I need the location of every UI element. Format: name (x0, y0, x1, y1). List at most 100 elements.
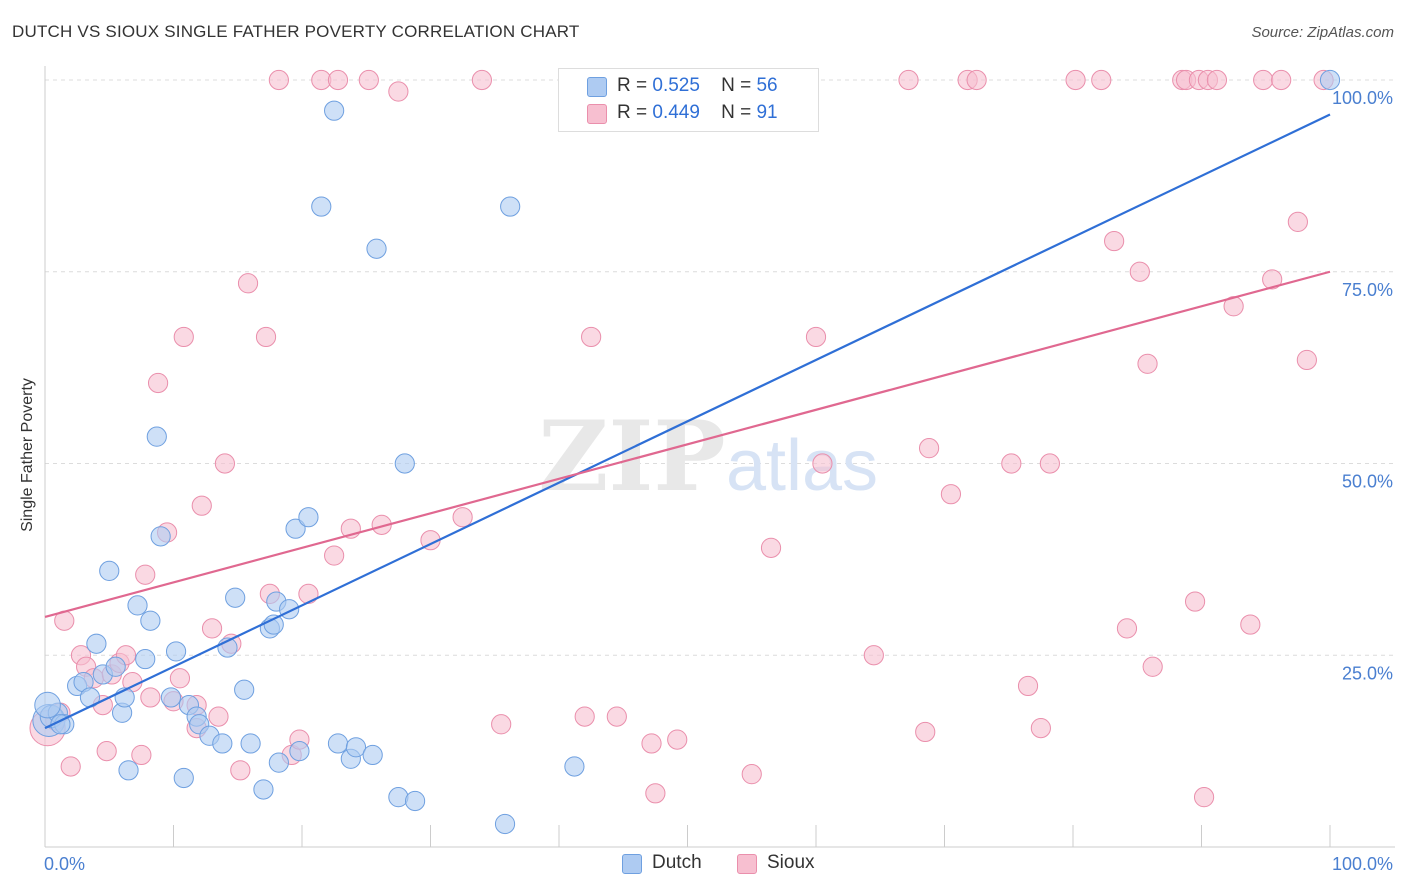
dutch-point (240, 733, 261, 754)
sioux-point (452, 507, 473, 528)
sioux-point (1030, 718, 1051, 739)
watermark: ZIP atlas (538, 400, 878, 513)
sioux-point (491, 714, 512, 735)
sioux-point (173, 326, 194, 348)
dutch-point (173, 767, 194, 789)
sioux-point (1184, 591, 1206, 612)
dutch-point (212, 733, 233, 754)
dutch-legend-label: Dutch (652, 852, 702, 873)
dutch-point (140, 610, 161, 631)
dutch-point (404, 790, 426, 812)
sioux-point (1142, 656, 1163, 677)
dutch-point (127, 595, 148, 616)
y-axis-label: Single Father Poverty (19, 378, 36, 532)
sioux-point (324, 545, 345, 566)
sioux-point (606, 706, 627, 727)
sioux-point (1039, 453, 1060, 474)
dutch-point (564, 756, 585, 777)
sioux-point (581, 326, 602, 348)
sioux-swatch (587, 104, 607, 124)
dutch-point (150, 526, 171, 547)
sioux-point (805, 326, 827, 348)
sioux-point (201, 618, 223, 639)
dutch-point (388, 787, 409, 808)
sioux-point (1104, 230, 1125, 252)
dutch-point (285, 518, 306, 539)
dutch-point (86, 633, 107, 654)
sioux-point (147, 372, 169, 394)
dutch-point (366, 238, 387, 259)
sioux-point (1137, 353, 1158, 374)
sioux-point (214, 453, 235, 474)
sioux-point (1091, 69, 1112, 91)
watermark-atlas: atlas (726, 426, 878, 506)
dutch-points (32, 69, 1341, 835)
sioux-point (1116, 618, 1138, 639)
sioux-point (641, 733, 662, 754)
sioux-point (898, 69, 919, 91)
sioux-point (131, 744, 152, 766)
sioux-point (1001, 453, 1022, 474)
sioux-point (96, 741, 117, 762)
sioux-point (60, 756, 81, 777)
dutch-point (345, 737, 367, 758)
sioux-r-label: R = (617, 102, 648, 123)
sioux-point (940, 484, 962, 505)
y-tick-label-2: 50.0% (1342, 472, 1393, 492)
dutch-point (165, 641, 187, 662)
sioux-point (1271, 69, 1292, 91)
sioux-point (915, 721, 936, 743)
dutch-point (253, 779, 274, 800)
trend-lines (44, 113, 1331, 730)
sioux-point (169, 668, 191, 689)
sioux-point (135, 564, 156, 585)
dutch-point (327, 733, 349, 754)
sioux-point (1065, 69, 1086, 91)
y-tick-label-1: 75.0% (1342, 280, 1393, 300)
x-tick-label-0: 0.0% (44, 854, 85, 874)
gridlines (45, 79, 1395, 656)
dutch-point (394, 453, 415, 474)
dutch-n-label: N = (721, 75, 752, 96)
sioux-point (327, 69, 349, 91)
sioux-point (237, 273, 259, 294)
dutch-point (99, 560, 120, 581)
sioux-legend-swatch (737, 854, 757, 874)
sioux-point (1296, 349, 1317, 371)
sioux-point (191, 495, 212, 516)
sioux-point (208, 706, 229, 727)
sioux-point (918, 438, 940, 459)
stats-legend: R = 0.525 N = 56 R = 0.449 N = 91 (558, 68, 819, 132)
dutch-n-value: 56 (756, 75, 778, 96)
dutch-swatch (587, 77, 607, 97)
sioux-point (298, 583, 319, 604)
dutch-point (298, 507, 319, 528)
dutch-r-value: 0.525 (652, 75, 700, 96)
sioux-point (358, 69, 379, 91)
dutch-point (160, 687, 182, 708)
sioux-n-label: N = (721, 102, 752, 123)
sioux-point (268, 69, 289, 91)
dutch-point (135, 648, 156, 670)
dutch-legend-swatch (622, 854, 642, 874)
source-credit: Source: ZipAtlas.com (1251, 24, 1394, 41)
dutch-point (268, 752, 289, 773)
sioux-point (760, 537, 782, 558)
sioux-point (667, 729, 688, 750)
sioux-point (1262, 269, 1283, 290)
dutch-point (494, 813, 516, 835)
sioux-point (645, 783, 666, 804)
sioux-point (1253, 69, 1274, 91)
sioux-point (255, 326, 277, 348)
dutch-point (1319, 69, 1341, 91)
dutch-point (34, 691, 61, 719)
dutch-point (146, 426, 167, 447)
sioux-point (140, 687, 161, 708)
sioux-point (863, 645, 884, 666)
sioux-point (574, 706, 595, 727)
dutch-point (225, 587, 246, 608)
sioux-point (966, 69, 987, 91)
sioux-point (1240, 614, 1261, 635)
dutch-point (500, 196, 521, 217)
